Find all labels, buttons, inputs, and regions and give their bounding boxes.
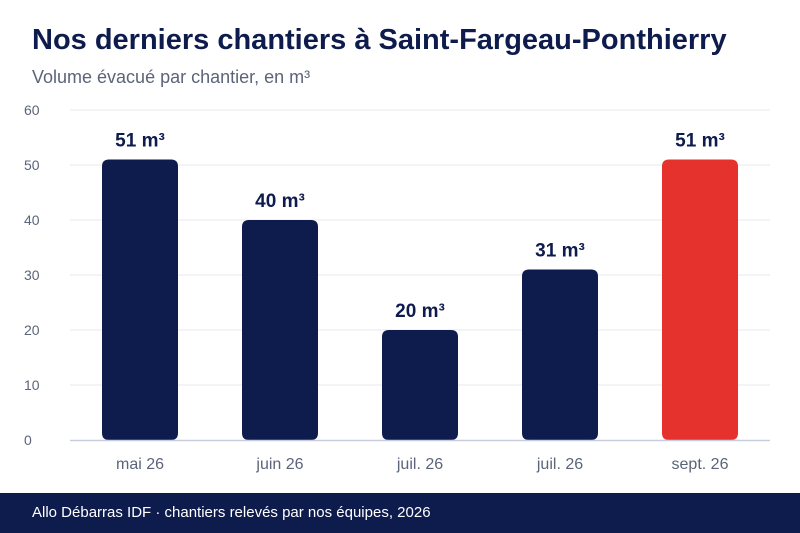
bar	[102, 159, 178, 440]
x-tick-label: mai 26	[116, 456, 164, 473]
x-tick-label: juil. 26	[396, 456, 443, 473]
y-tick-label: 0	[24, 432, 32, 448]
footer-source-text: Allo Débarras IDF · chantiers relevés pa…	[32, 504, 431, 521]
bar-value-label: 31 m³	[535, 241, 585, 262]
y-tick-label: 10	[24, 377, 40, 393]
chart-title: Nos derniers chantiers à Saint-Fargeau-P…	[32, 24, 727, 56]
y-tick-label: 20	[24, 322, 40, 338]
y-tick-label: 60	[24, 102, 40, 118]
chart-subtitle: Volume évacué par chantier, en m³	[32, 67, 311, 87]
bar	[242, 220, 318, 440]
bar-chart: 0 10 20 30 40 50 60 51 m³ mai 26 40 m³ juin 26 20 m…	[24, 102, 770, 473]
x-tick-label: juil. 26	[536, 456, 583, 473]
bar-value-label: 20 m³	[395, 301, 445, 322]
footer-bar: Allo Débarras IDF · chantiers relevés pa…	[0, 493, 800, 533]
bar	[662, 159, 738, 440]
y-tick-label: 40	[24, 212, 40, 228]
y-tick-label: 50	[24, 157, 40, 173]
bar-value-label: 40 m³	[255, 191, 305, 212]
x-tick-label: sept. 26	[672, 456, 729, 473]
y-tick-label: 30	[24, 267, 40, 283]
bar	[382, 330, 458, 440]
bar	[522, 269, 598, 440]
x-tick-label: juin 26	[255, 456, 303, 473]
bar-value-label: 51 m³	[115, 131, 165, 152]
bar-value-label: 51 m³	[675, 131, 725, 152]
